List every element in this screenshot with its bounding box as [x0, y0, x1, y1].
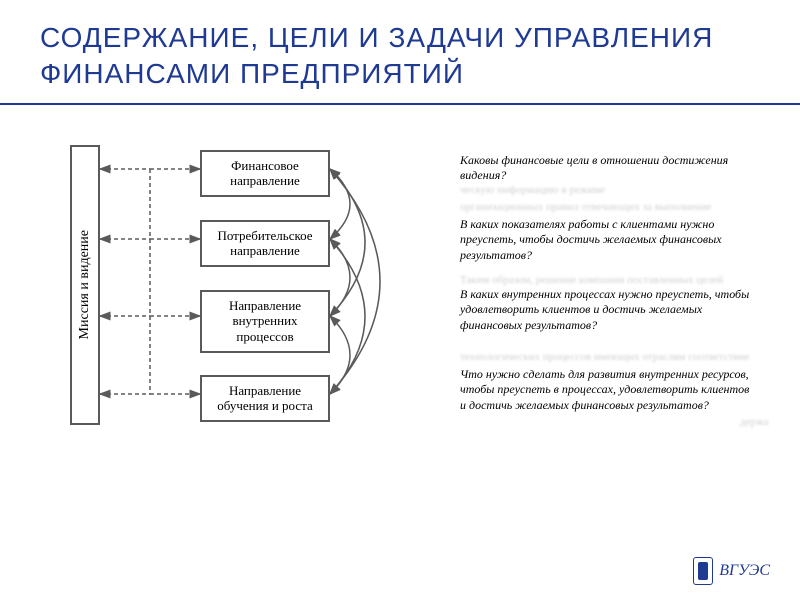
mission-box: Миссия и видение: [70, 145, 100, 425]
slide-title: СОДЕРЖАНИЕ, ЦЕЛИ И ЗАДАЧИ УПРАВЛЕНИЯ ФИН…: [0, 0, 800, 103]
direction-box-1: Потребительскоенаправление: [200, 220, 330, 267]
blurred-text-1: организационных правил отвечающих за вып…: [460, 200, 712, 215]
title-underline: [0, 103, 800, 105]
blurred-text-0: ческую информацию в режиме: [460, 183, 605, 198]
balanced-scorecard-diagram: Миссия и видение Финансовоенаправление По…: [40, 125, 760, 485]
logo-text: ВГУЭС: [719, 562, 770, 580]
question-1: В каких показателях работы с клиентами н…: [460, 217, 750, 264]
question-2: В каких внутренних процессах нужно преус…: [460, 287, 750, 334]
direction-box-3: Направлениеобучения и роста: [200, 375, 330, 422]
logo: ВГУЭС: [693, 557, 770, 585]
question-3: Что нужно сделать для развития внутренни…: [460, 367, 750, 414]
mission-label: Миссия и видение: [77, 230, 93, 339]
direction-box-0: Финансовоенаправление: [200, 150, 330, 197]
logo-icon: [693, 557, 713, 585]
question-0: Каковы финансовые цели в отношении дости…: [460, 153, 750, 184]
blurred-text-3: технологических процессов имеющих отрасл…: [460, 350, 749, 365]
blurred-text-4: держа: [740, 415, 768, 430]
direction-box-2: Направлениевнутреннихпроцессов: [200, 290, 330, 353]
